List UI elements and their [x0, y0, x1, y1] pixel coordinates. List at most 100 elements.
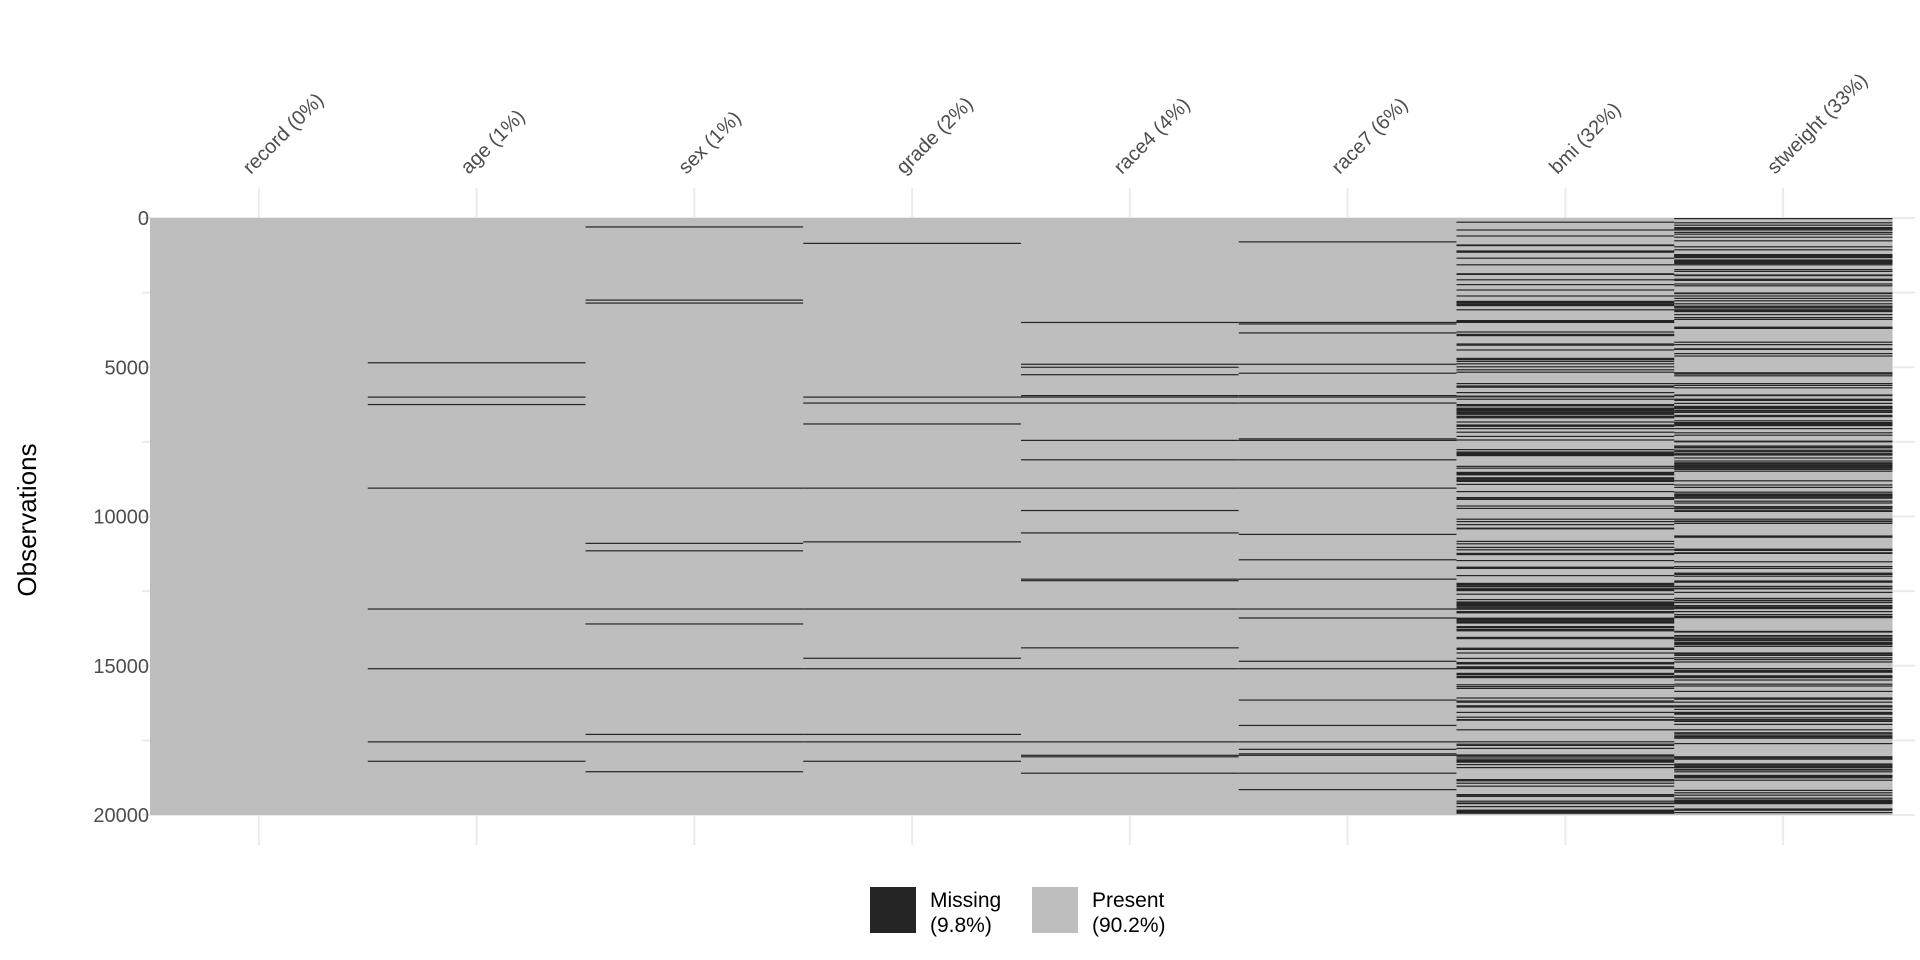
missing-mark: [1021, 754, 1239, 756]
missing-mark: [1674, 757, 1893, 759]
missing-mark: [1021, 439, 1239, 441]
missing-mark: [1456, 343, 1675, 345]
missing-mark: [1674, 705, 1893, 708]
missing-mark: [1674, 635, 1893, 637]
missing-mark: [1674, 587, 1893, 589]
missing-mark: [1456, 385, 1675, 388]
x-tick-label: grade (2%): [892, 93, 978, 179]
missing-mark: [1456, 812, 1675, 814]
legend-swatch: [870, 887, 916, 933]
present-cell: [1021, 218, 1240, 815]
missing-mark: [1456, 404, 1675, 407]
missing-mark: [1456, 518, 1675, 520]
column-4: [803, 218, 1022, 815]
legend-percent: (90.2%): [1092, 914, 1166, 937]
missing-mark: [1456, 411, 1675, 413]
missing-mark: [1456, 647, 1675, 650]
missing-mark: [1674, 314, 1893, 316]
missing-mark: [1456, 235, 1675, 237]
missing-mark: [1674, 801, 1893, 804]
missing-mark: [1456, 719, 1675, 721]
missing-mark: [1456, 794, 1675, 796]
missing-mark: [1674, 502, 1893, 504]
column-1: [150, 218, 369, 815]
missing-mark: [1674, 264, 1893, 266]
missing-mark: [1674, 432, 1893, 434]
legend-percent: (9.8%): [930, 914, 992, 937]
missing-mark: [1456, 371, 1675, 373]
column-5: [1021, 218, 1240, 815]
missing-mark: [1674, 719, 1893, 721]
missing-mark: [1674, 690, 1893, 692]
present-cell: [1456, 218, 1675, 815]
missing-mark: [1238, 395, 1457, 397]
missing-mark: [1021, 459, 1239, 461]
column-7: [1456, 218, 1675, 815]
missing-mark: [1021, 772, 1239, 774]
missing-mark: [1674, 283, 1893, 285]
missing-mark: [1674, 518, 1893, 520]
missing-mark: [1456, 800, 1675, 802]
missing-mark: [1456, 453, 1675, 457]
missing-mark: [1674, 521, 1893, 523]
missing-mark: [1456, 810, 1675, 812]
missing-mark: [1674, 638, 1893, 640]
missing-mark: [1456, 221, 1675, 223]
missing-mark: [1456, 416, 1675, 419]
missing-mark: [367, 741, 586, 743]
missing-mark: [1674, 776, 1893, 779]
missing-mark: [1674, 468, 1893, 470]
missing-mark: [1456, 497, 1675, 499]
missing-mark: [585, 733, 804, 736]
missing-mark: [1674, 552, 1893, 554]
missing-mark: [1456, 705, 1675, 708]
missing-mark: [1238, 323, 1457, 325]
missing-mark: [1456, 449, 1675, 451]
missing-mark: [1674, 402, 1893, 404]
missing-mark: [1456, 483, 1675, 485]
missing-mark: [1456, 606, 1675, 608]
missing-mark: [1021, 608, 1239, 610]
missing-mark: [1456, 498, 1675, 500]
missing-mark: [367, 760, 586, 762]
missing-mark: [1674, 355, 1893, 357]
missing-mark: [1674, 764, 1893, 766]
missing-mark: [1674, 445, 1893, 447]
missing-mark: [1456, 410, 1675, 412]
missing-mark: [1456, 528, 1675, 530]
missing-mark: [1674, 733, 1893, 735]
missing-mark: [1674, 608, 1893, 610]
missing-mark: [1456, 251, 1675, 253]
missing-mark: [1456, 675, 1675, 679]
y-tick-label: 20000: [93, 805, 149, 827]
missing-mark: [1456, 638, 1675, 640]
missing-mark: [1674, 428, 1893, 430]
missing-mark: [1674, 803, 1893, 805]
missing-mark: [1456, 607, 1675, 609]
missing-mark: [1456, 479, 1675, 482]
missing-mark: [1674, 407, 1893, 410]
missing-mark: [1456, 782, 1675, 784]
missing-mark: [1674, 449, 1893, 451]
missing-mark: [1456, 524, 1675, 526]
missing-mark: [1674, 758, 1893, 760]
missing-mark: [1674, 567, 1893, 569]
missing-mark: [1674, 317, 1893, 319]
missing-mark: [1456, 779, 1675, 782]
missing-mark: [1021, 363, 1239, 365]
missing-mark: [1674, 414, 1893, 416]
missing-mark: [1674, 644, 1893, 646]
legend-item-present: Present(90.2%): [1032, 887, 1166, 937]
missing-mark: [1456, 491, 1675, 493]
missing-mark: [1456, 425, 1675, 427]
missing-mark: [1238, 699, 1457, 701]
missing-mark: [1674, 278, 1893, 281]
y-tick-label: 15000: [93, 656, 149, 678]
missing-mark: [1456, 428, 1675, 430]
missing-mark: [1674, 441, 1893, 443]
missing-mark: [1674, 491, 1893, 493]
missing-mark: [1674, 285, 1893, 287]
missing-mark: [1238, 724, 1457, 727]
missing-mark: [1456, 549, 1675, 551]
missing-mark: [1674, 464, 1893, 467]
